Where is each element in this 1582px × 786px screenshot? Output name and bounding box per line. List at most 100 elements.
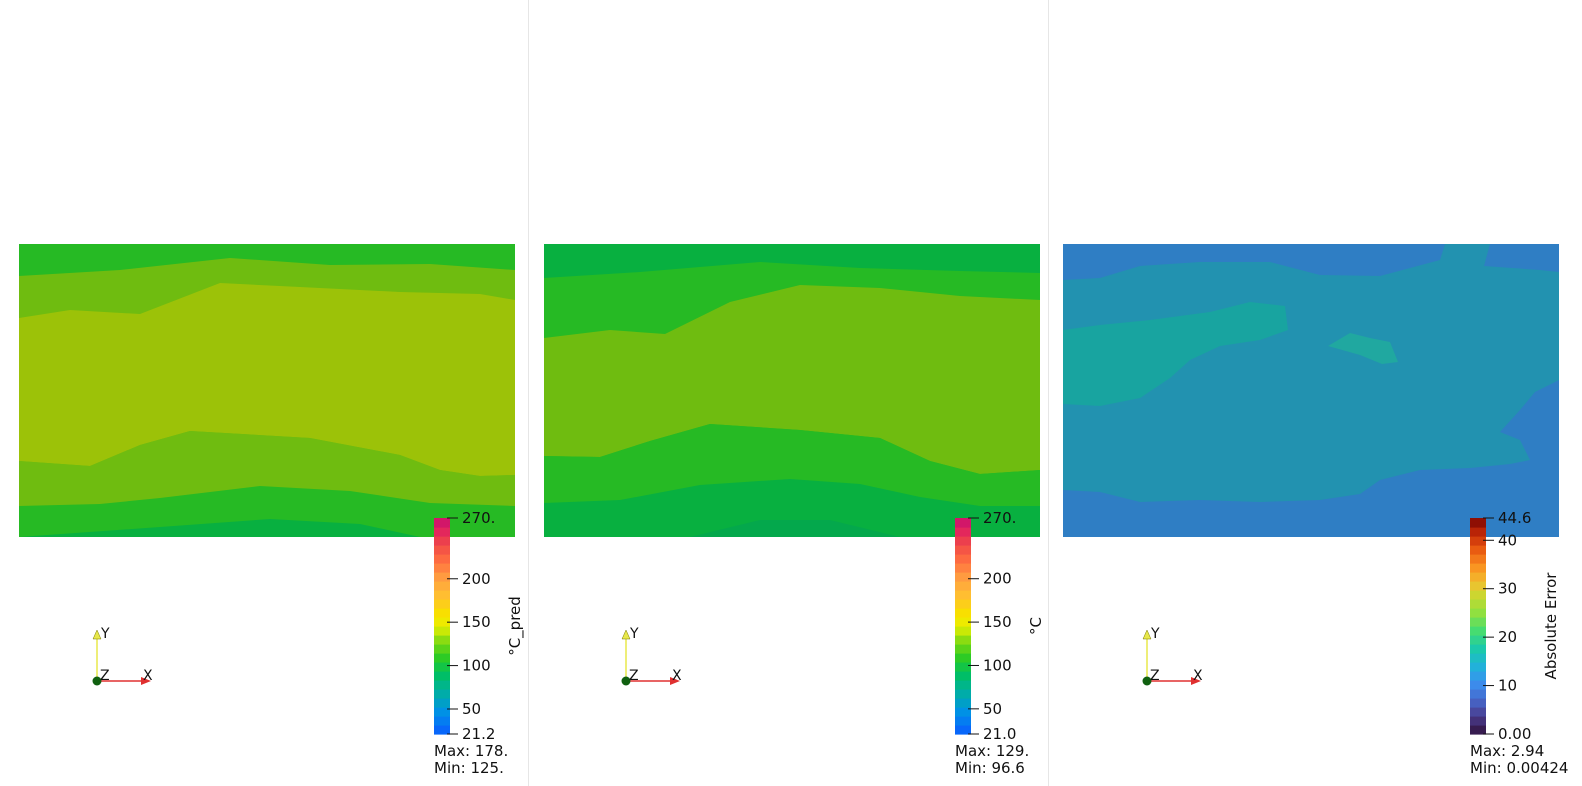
colorbar-step [434,725,450,735]
colorbar-step [955,590,971,600]
colorbar-tick-label: 50 [983,700,1002,718]
z-axis-label: Z [1150,668,1160,684]
contour-band [544,479,1040,537]
x-axis-label: X [1193,668,1203,684]
y-axis-arrow [621,629,631,640]
colorbar-tick-label: 21.2 [462,725,495,743]
contour-band [544,285,1040,474]
contour-band [1063,244,1559,502]
colorbar-step [955,662,971,672]
colorbar-step [955,626,971,636]
colorbar-step [955,554,971,564]
orientation-axes: Y X Z [1142,626,1203,686]
colorbar-step [434,599,450,609]
x-axis-label: X [672,668,682,684]
colorbar-tick-label: 20 [1498,628,1517,646]
colorbar-step [955,563,971,573]
colorbar-step [955,581,971,591]
colorbar-step [434,653,450,663]
colorbar-step [434,545,450,555]
contour-band [690,520,900,537]
colorbar-step [434,662,450,672]
colorbar-tick-label: 150 [983,613,1012,631]
colorbar-step [434,626,450,636]
colorbar-step [1470,617,1486,627]
colorbar-step [1470,689,1486,699]
y-axis-arrow [92,629,102,640]
colorbar-step [434,698,450,708]
z-axis-marker [92,676,102,686]
prediction-view[interactable]: 270. 200 150 100 50 21.2 °C_pred Max: 178. Mi… [19,244,525,777]
contour-band [19,519,420,537]
colorbar-step [434,635,450,645]
colorbar-step [1470,644,1486,654]
orientation-axes: Y X Z [621,626,682,686]
colorbar-step [1470,599,1486,609]
colorbar-tick-label: 10 [1498,677,1517,695]
error-field [1063,244,1559,537]
min-label: Min: 125. [434,759,504,777]
colorbar-step [955,644,971,654]
colorbar-step [434,572,450,582]
min-label: Min: 0.00424 [1470,759,1568,777]
colorbar-tick-label: 0.00 [1498,725,1531,743]
z-axis-marker [1142,676,1152,686]
ground-truth-field [544,244,1040,537]
colorbar-gradient [434,518,450,735]
colorbar-step [1470,527,1486,537]
colorbar-step [1470,635,1486,645]
colorbar-step [1470,725,1486,735]
colorbar-step [434,554,450,564]
min-label: Min: 96.6 [955,759,1025,777]
colorbar-step [1470,698,1486,708]
colorbar-step [434,563,450,573]
colorbar-step [955,545,971,555]
colorbar-tick-label: 44.6 [1498,509,1531,527]
z-axis-label: Z [100,668,110,684]
colorbar-step [434,689,450,699]
colorbar-step [1470,590,1486,600]
colorbar-tick-label: 200 [983,570,1012,588]
contour-band [19,283,515,476]
colorbar-step [955,635,971,645]
colorbar-step [434,536,450,546]
colorbar-tick-label: 50 [462,700,481,718]
colorbar-step [1470,518,1486,528]
z-axis-label: Z [629,668,639,684]
colorbar-tick-label: 270. [462,509,495,527]
colorbar-step [1470,572,1486,582]
colorbar-ticks: 270. 200 150 100 50 21.0 [968,509,1016,743]
colorbar-step [1470,545,1486,555]
prediction-field [19,244,515,537]
colorbar-tick-label: 100 [983,656,1012,674]
x-axis-label: X [143,668,153,684]
z-axis-marker [621,676,631,686]
colorbar-step [955,527,971,537]
max-label: Max: 129. [955,742,1029,760]
colorbar-step [434,617,450,627]
colorbar-tick-label: 40 [1498,531,1517,549]
orientation-axes: Y X Z [92,626,153,686]
colorbar-tick-label: 21.0 [983,725,1016,743]
colorbar-step [955,572,971,582]
error-view[interactable]: 44.6 40 30 20 10 0.00 Absolute Error Max: 2.9… [1063,244,1568,777]
colorbar-gradient [955,518,971,735]
colorbar-step [1470,671,1486,681]
colorbar-step [434,527,450,537]
colorbar-step [955,608,971,618]
colorbar-title: °C_pred [506,596,525,656]
max-label: Max: 178. [434,742,508,760]
x-axis-arrow [670,677,680,685]
colorbar-step [1470,626,1486,636]
colorbar-step [955,689,971,699]
max-label: Max: 2.94 [1470,742,1544,760]
colorbar-step [955,716,971,726]
colorbar-step [1470,707,1486,717]
colorbar-step [1470,581,1486,591]
ground-truth-view[interactable]: 270. 200 150 100 50 21.0 °C Max: 129. Min: 96… [544,244,1045,777]
colorbar-step [1470,536,1486,546]
colorbar-step [955,518,971,528]
colorbar-ticks: 44.6 40 30 20 10 0.00 [1483,509,1531,743]
colorbar-step [1470,563,1486,573]
colorbar-tick-label: 100 [462,657,491,675]
